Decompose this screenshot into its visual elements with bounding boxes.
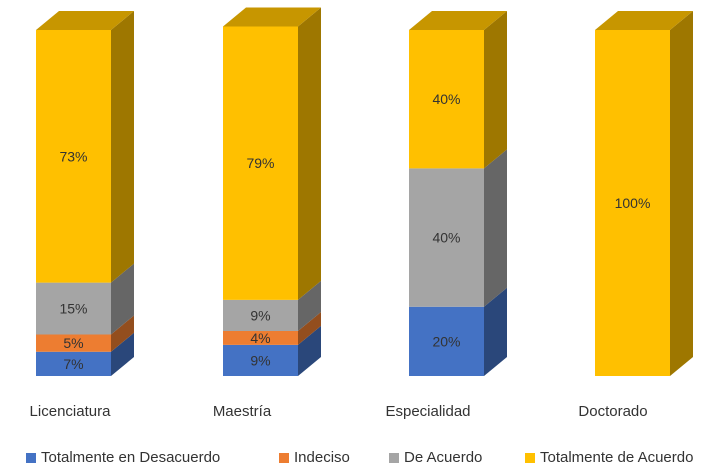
bar-licenciatura-totalmente-en-desacuerdo-front <box>36 351 111 376</box>
legend-item-indeciso: Indeciso <box>279 449 350 466</box>
bar-doctorado-totalmente-de-acuerdo-top <box>595 11 693 30</box>
bar-maestria-totalmente-de-acuerdo-top <box>223 7 321 27</box>
data-label-licenciatura-indeciso: 5% <box>63 335 83 351</box>
legend-label: De Acuerdo <box>404 449 483 466</box>
legend-label: Indeciso <box>294 449 350 466</box>
bar-especialidad-de-acuerdo-side <box>484 149 507 307</box>
bar-licenciatura-de-acuerdo-side <box>111 263 134 335</box>
legend-item-de-acuerdo: De Acuerdo <box>389 449 482 466</box>
data-label-doctorado-totalmente-de-acuerdo: 100% <box>615 195 651 211</box>
bar-maestria-indeciso-front <box>223 331 298 345</box>
bar-maestria-de-acuerdo-side <box>298 280 321 332</box>
data-label-maestria-totalmente-en-desacuerdo: 9% <box>250 352 270 368</box>
bar-doctorado-totalmente-de-acuerdo-front <box>595 30 670 376</box>
data-label-especialidad-totalmente-en-desacuerdo: 20% <box>432 333 460 349</box>
category-label-maestria: Maestría <box>212 403 272 420</box>
bar-maestria-totalmente-de-acuerdo-side <box>298 7 321 300</box>
legend-swatch <box>389 452 399 463</box>
data-label-maestria-de-acuerdo: 9% <box>250 307 270 323</box>
bar-licenciatura-de-acuerdo-front <box>36 282 111 335</box>
bar-maestria-de-acuerdo-front <box>223 299 298 332</box>
bar-especialidad-totalmente-de-acuerdo-top <box>409 11 507 30</box>
data-label-licenciatura-totalmente-en-desacuerdo: 7% <box>63 356 83 372</box>
bar-maestria-indeciso-side <box>298 312 321 345</box>
stacked-bar-chart: 7% 5% 15% 73% 9% 4% 9% 79% 20% 40% 40% 100% <box>36 7 693 376</box>
data-label-licenciatura-de-acuerdo: 15% <box>59 301 87 317</box>
bar-maestria-totalmente-en-desacuerdo-side <box>298 325 321 376</box>
bar-doctorado-totalmente-de-acuerdo-side <box>670 11 693 376</box>
category-label-doctorado: Doctorado <box>578 403 648 420</box>
category-label-licenciatura: Licenciatura <box>29 403 111 420</box>
data-label-especialidad-de-acuerdo: 40% <box>432 230 460 246</box>
bar-maestria-totalmente-en-desacuerdo-front <box>223 344 298 376</box>
legend-item-totalmente-de-acuerdo: Totalmente de Acuerdo <box>525 449 693 466</box>
bar-licenciatura-indeciso-side <box>111 315 134 352</box>
legend-item-totalmente-en-desacuerdo: Totalmente en Desacuerdo <box>26 449 220 466</box>
data-label-maestria-totalmente-de-acuerdo: 79% <box>246 155 274 171</box>
bar-especialidad-totalmente-en-desacuerdo-front <box>409 306 484 376</box>
bar-especialidad-de-acuerdo-front <box>409 168 484 307</box>
bar-especialidad-totalmente-de-acuerdo-side <box>484 11 507 169</box>
legend-swatch <box>525 452 535 463</box>
legend-label: Totalmente en Desacuerdo <box>41 449 221 466</box>
legend-swatch <box>279 452 289 463</box>
bar-licenciatura-totalmente-de-acuerdo-front <box>36 30 111 283</box>
bar-licenciatura-totalmente-de-acuerdo-top <box>36 11 134 30</box>
category-label-especialidad: Especialidad <box>385 403 471 420</box>
bar-licenciatura-totalmente-en-desacuerdo-side <box>111 332 134 376</box>
bar-maestria-totalmente-de-acuerdo-front <box>223 26 298 300</box>
bar-especialidad-totalmente-de-acuerdo-front <box>409 30 484 169</box>
chart-legend: Totalmente en Desacuerdo Indeciso De Acu… <box>0 449 720 469</box>
data-label-especialidad-totalmente-de-acuerdo: 40% <box>432 91 460 107</box>
bar-licenciatura-totalmente-de-acuerdo-side <box>111 11 134 283</box>
data-label-licenciatura-totalmente-de-acuerdo: 73% <box>59 148 87 164</box>
legend-label: Totalmente de Acuerdo <box>540 449 694 466</box>
bar-especialidad-totalmente-en-desacuerdo-side <box>484 287 507 376</box>
data-label-maestria-indeciso: 4% <box>250 330 270 346</box>
bar-licenciatura-indeciso-front <box>36 334 111 352</box>
legend-swatch <box>26 452 36 463</box>
